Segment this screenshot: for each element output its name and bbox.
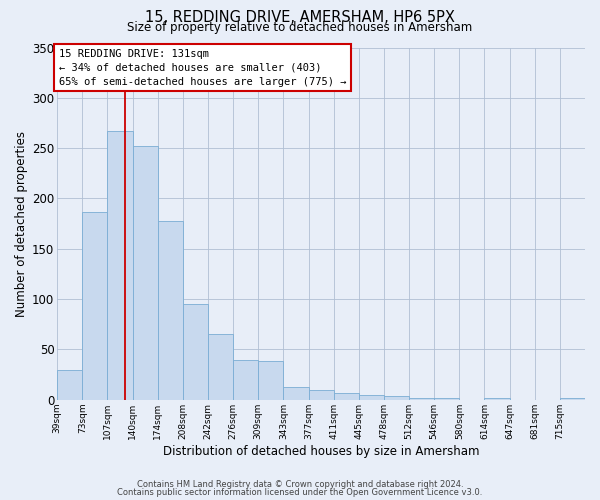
Bar: [359, 395, 384, 400]
Bar: [82, 212, 107, 400]
Bar: [107, 131, 133, 400]
Bar: [283, 386, 308, 400]
Bar: [434, 398, 460, 400]
Bar: [258, 360, 283, 400]
Bar: [308, 390, 334, 400]
Y-axis label: Number of detached properties: Number of detached properties: [15, 130, 28, 316]
Text: Contains HM Land Registry data © Crown copyright and database right 2024.: Contains HM Land Registry data © Crown c…: [137, 480, 463, 489]
Bar: [208, 334, 233, 400]
Bar: [158, 220, 183, 400]
Bar: [233, 360, 258, 400]
Bar: [560, 398, 585, 400]
Bar: [484, 398, 509, 400]
Text: Contains public sector information licensed under the Open Government Licence v3: Contains public sector information licen…: [118, 488, 482, 497]
Bar: [133, 146, 158, 400]
Bar: [409, 398, 434, 400]
X-axis label: Distribution of detached houses by size in Amersham: Distribution of detached houses by size …: [163, 444, 479, 458]
Bar: [183, 304, 208, 400]
Bar: [334, 392, 359, 400]
Text: Size of property relative to detached houses in Amersham: Size of property relative to detached ho…: [127, 22, 473, 35]
Text: 15, REDDING DRIVE, AMERSHAM, HP6 5PX: 15, REDDING DRIVE, AMERSHAM, HP6 5PX: [145, 10, 455, 25]
Bar: [384, 396, 409, 400]
Text: 15 REDDING DRIVE: 131sqm
← 34% of detached houses are smaller (403)
65% of semi-: 15 REDDING DRIVE: 131sqm ← 34% of detach…: [59, 48, 346, 86]
Bar: [57, 370, 82, 400]
